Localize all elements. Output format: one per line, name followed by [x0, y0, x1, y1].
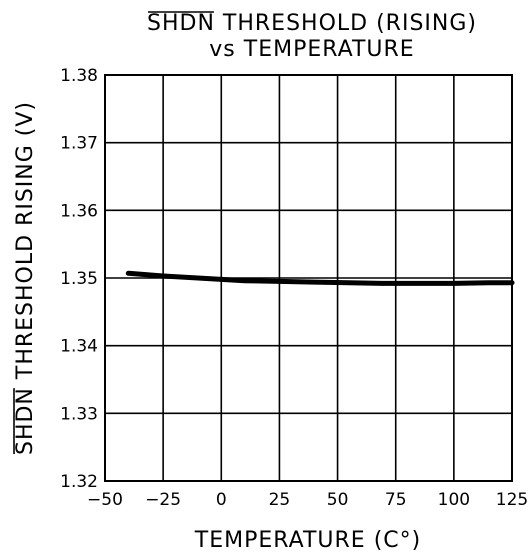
x-tick-labels: −50 −25 0 25 50 75 100 125	[87, 490, 528, 510]
chart-title-line1-rest: THRESHOLD (RISING)	[215, 11, 477, 36]
y-tick-label: 1.34	[60, 337, 98, 357]
y-tick-label: 1.33	[60, 404, 98, 424]
series-layer	[125, 270, 515, 286]
plot-frame	[104, 74, 513, 482]
chart-title-overbar-text: SHDN	[147, 11, 215, 36]
x-tick-label: 0	[216, 490, 227, 510]
x-tick-label: 50	[327, 490, 349, 510]
chart-title-line1: SHDN THRESHOLD (RISING)	[147, 11, 477, 36]
y-axis-label-overbar-text: SHDN	[13, 387, 38, 455]
x-tick-label: 125	[496, 490, 528, 510]
x-tick-label: 25	[269, 490, 291, 510]
y-axis-label-group: SHDN THRESHOLD RISING (V)	[13, 101, 38, 455]
y-tick-labels: 1.32 1.33 1.34 1.35 1.36 1.37 1.38	[60, 66, 98, 492]
y-tick-label: 1.35	[60, 269, 98, 289]
y-axis-label: SHDN THRESHOLD RISING (V)	[13, 101, 38, 455]
x-tick-label: 75	[385, 490, 407, 510]
y-tick-label: 1.36	[60, 201, 98, 221]
x-axis-label: TEMPERATURE (C°)	[194, 528, 421, 553]
y-axis-label-rest: THRESHOLD RISING (V)	[13, 101, 38, 387]
grid	[104, 74, 513, 482]
x-tick-label: −25	[145, 490, 181, 510]
y-tick-label: 1.38	[60, 66, 98, 86]
chart-title: SHDN THRESHOLD (RISING) vs TEMPERATURE	[147, 11, 477, 62]
x-tick-label: −50	[87, 490, 123, 510]
series-line	[125, 270, 515, 286]
y-tick-label: 1.32	[60, 472, 98, 492]
x-tick-label: 100	[438, 490, 470, 510]
chart-title-line2: vs TEMPERATURE	[209, 37, 414, 62]
y-tick-label: 1.37	[60, 134, 98, 154]
